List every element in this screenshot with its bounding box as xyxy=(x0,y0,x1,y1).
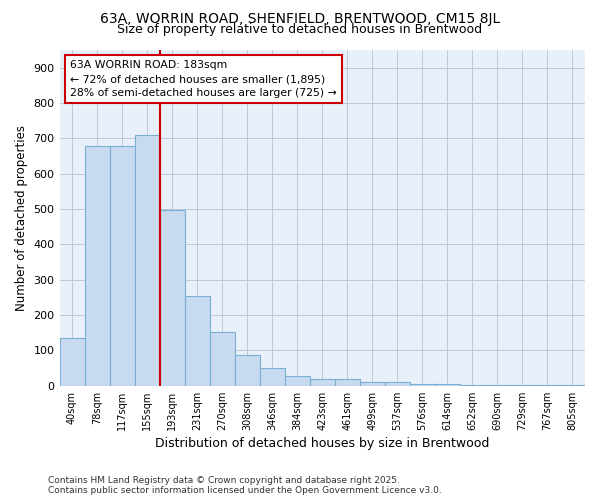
Bar xyxy=(460,385,485,386)
Y-axis label: Number of detached properties: Number of detached properties xyxy=(15,125,28,311)
Bar xyxy=(160,210,185,386)
Bar xyxy=(134,135,160,386)
Text: 63A WORRIN ROAD: 183sqm
← 72% of detached houses are smaller (1,895)
28% of semi: 63A WORRIN ROAD: 183sqm ← 72% of detache… xyxy=(70,60,337,98)
Text: Contains HM Land Registry data © Crown copyright and database right 2025.
Contai: Contains HM Land Registry data © Crown c… xyxy=(48,476,442,495)
Bar xyxy=(310,380,335,386)
Bar xyxy=(535,385,560,386)
Bar xyxy=(360,382,385,386)
Bar xyxy=(209,332,235,386)
Bar xyxy=(85,146,110,386)
Bar xyxy=(335,380,360,386)
Bar xyxy=(110,146,134,386)
Bar xyxy=(385,382,410,386)
Bar xyxy=(260,368,285,386)
Bar xyxy=(560,385,585,386)
Bar xyxy=(510,385,535,386)
Bar xyxy=(435,384,460,386)
Bar xyxy=(185,296,209,386)
Bar xyxy=(59,338,85,386)
Text: 63A, WORRIN ROAD, SHENFIELD, BRENTWOOD, CM15 8JL: 63A, WORRIN ROAD, SHENFIELD, BRENTWOOD, … xyxy=(100,12,500,26)
X-axis label: Distribution of detached houses by size in Brentwood: Distribution of detached houses by size … xyxy=(155,437,490,450)
Bar xyxy=(485,385,510,386)
Text: Size of property relative to detached houses in Brentwood: Size of property relative to detached ho… xyxy=(118,22,482,36)
Bar xyxy=(235,355,260,386)
Bar xyxy=(410,384,435,386)
Bar xyxy=(285,376,310,386)
